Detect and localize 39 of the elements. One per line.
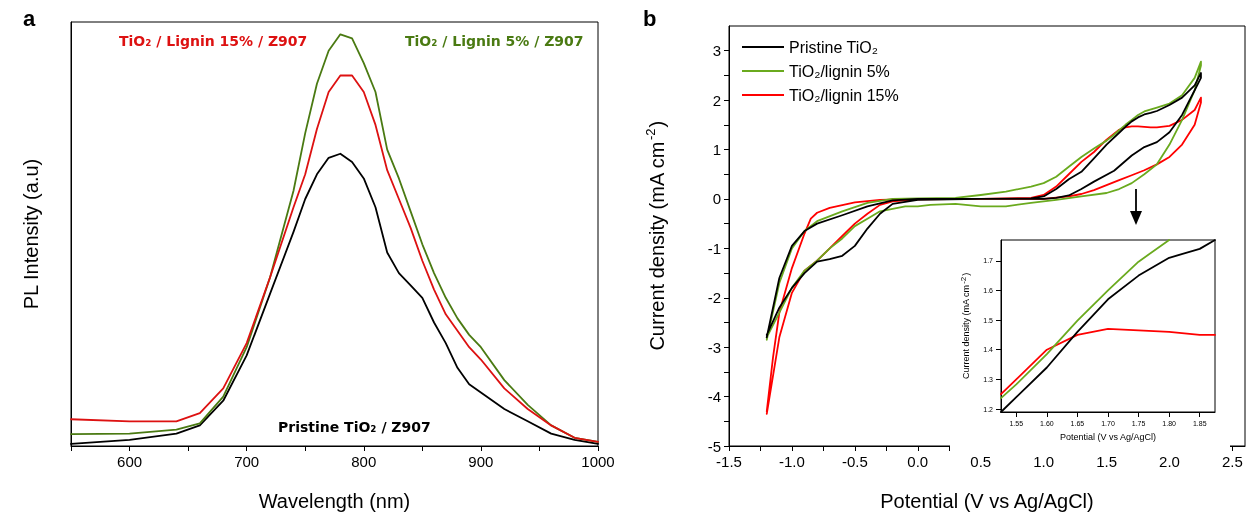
legend-label: TiO₂/lignin 15%: [789, 86, 899, 104]
y-tick-label: -4: [707, 388, 721, 406]
line-series: [1000, 239, 1171, 399]
line-series: [1000, 328, 1216, 396]
x-tick-label: 0.0: [907, 453, 929, 470]
x-tick-label: 600: [117, 453, 143, 470]
x-tick-label: -1.0: [779, 453, 805, 470]
x-tick-label: 900: [468, 453, 494, 470]
x-tick-label: -0.5: [841, 453, 868, 470]
x-tick-label: 0.5: [970, 453, 992, 470]
x-axis-title: Wavelength (nm): [258, 490, 411, 512]
x-tick-label: 1.0: [1033, 453, 1055, 470]
x-axis-title: Potential (V vs Ag/AgCl): [880, 490, 1094, 512]
chart-title: a: [23, 5, 36, 31]
y-axis-title: PL Intensity (a.u): [20, 158, 42, 310]
y-tick-label: 3: [712, 42, 721, 60]
y-tick-label: 0: [712, 190, 721, 208]
y-tick-label: 2: [712, 91, 721, 109]
legend-label: TiO₂/lignin 5%: [789, 62, 890, 80]
y-axis-title: Current density (mA cm-2): [643, 120, 668, 351]
y-axis-title: Current density (mA cm-2): [959, 272, 972, 380]
x-tick-label: 2.0: [1159, 453, 1180, 470]
legend-label: Pristine TiO₂: [789, 38, 878, 56]
y-tick-label: -5: [707, 437, 721, 455]
x-tick-label: 700: [234, 453, 260, 470]
y-tick-label: -3: [707, 338, 721, 356]
text: TiO₂ / Lignin 15% / Z907: [119, 33, 308, 49]
x-tick-label: -1.5: [716, 453, 742, 470]
x-tick-label: 1000: [581, 453, 615, 470]
y-tick-label: 1: [712, 141, 721, 159]
text: TiO₂ / Lignin 5% / Z907: [405, 33, 584, 49]
x-tick-label: 2.5: [1221, 453, 1243, 470]
y-tick-label: -2: [707, 289, 721, 307]
x-axis-title: Potential (V vs Ag/AgCl): [1059, 431, 1157, 442]
text: Pristine TiO₂ / Z907: [278, 419, 431, 435]
y-tick-label: -1: [707, 239, 721, 257]
chart-title: b: [643, 5, 657, 31]
x-tick-label: 800: [351, 453, 377, 470]
x-tick-label: 1.5: [1096, 453, 1117, 470]
